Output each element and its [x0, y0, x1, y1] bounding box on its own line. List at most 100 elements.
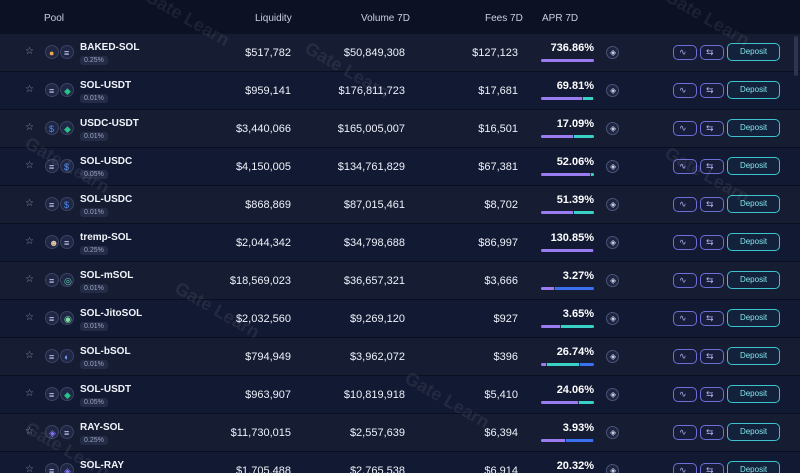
deposit-button[interactable]: Deposit	[727, 233, 780, 251]
liquidity-value: $2,032,560	[235, 313, 291, 325]
table-row[interactable]: ☆ ≡ ◈ SOL-RAY $1,705,488 $2,765,538 $6,914 20.3…	[0, 452, 800, 473]
table-row[interactable]: ☆ ≡ ◉ SOL-JitoSOL 0.01% $2,032,560 $9,269,120 $…	[0, 300, 800, 338]
deposit-button[interactable]: Deposit	[727, 195, 780, 213]
chart-icon: ∿	[679, 313, 687, 323]
favorite-star-icon[interactable]: ☆	[25, 84, 34, 95]
pool-name[interactable]: SOL-USDT	[80, 80, 132, 91]
chart-button[interactable]: ∿	[673, 387, 697, 402]
favorite-star-icon[interactable]: ☆	[25, 464, 34, 473]
reward-glyph: ◈	[610, 276, 617, 285]
table-row[interactable]: ☆ ● ≡ BAKED-SOL 0.25% $517,782 $50,849,308 $127…	[0, 34, 800, 72]
header-pool[interactable]: Pool	[44, 13, 65, 24]
chart-button[interactable]: ∿	[673, 235, 697, 250]
header-liquidity[interactable]: Liquidity	[255, 13, 292, 24]
swap-button[interactable]: ⇆	[700, 349, 724, 364]
chart-button[interactable]: ∿	[673, 121, 697, 136]
swap-button[interactable]: ⇆	[700, 273, 724, 288]
deposit-button[interactable]: Deposit	[727, 347, 780, 365]
swap-button[interactable]: ⇆	[700, 311, 724, 326]
swap-button[interactable]: ⇆	[700, 463, 724, 473]
fee-tier-badge: 0.05%	[80, 170, 108, 179]
fees-value: $16,501	[478, 123, 518, 135]
usdc-token-icon-glyph: $	[64, 162, 70, 172]
chart-button[interactable]: ∿	[673, 273, 697, 288]
chart-button[interactable]: ∿	[673, 425, 697, 440]
favorite-star-icon[interactable]: ☆	[25, 274, 34, 285]
favorite-star-icon[interactable]: ☆	[25, 426, 34, 437]
deposit-button[interactable]: Deposit	[727, 309, 780, 327]
scrollbar[interactable]	[794, 36, 798, 76]
deposit-button[interactable]: Deposit	[727, 385, 780, 403]
pool-name[interactable]: BAKED-SOL	[80, 42, 140, 53]
favorite-star-icon[interactable]: ☆	[25, 388, 34, 399]
swap-button[interactable]: ⇆	[700, 83, 724, 98]
liquidity-value: $959,141	[245, 85, 291, 97]
favorite-star-icon[interactable]: ☆	[25, 236, 34, 247]
swap-icon: ⇆	[706, 85, 714, 95]
pool-name[interactable]: SOL-USDC	[80, 156, 133, 167]
apr-breakdown-bar	[541, 363, 594, 366]
chart-button[interactable]: ∿	[673, 45, 697, 60]
reward-token-icon: ◈	[606, 274, 619, 287]
chart-icon: ∿	[679, 199, 687, 209]
swap-button[interactable]: ⇆	[700, 197, 724, 212]
deposit-button[interactable]: Deposit	[727, 43, 780, 61]
favorite-star-icon[interactable]: ☆	[25, 122, 34, 133]
favorite-star-icon[interactable]: ☆	[25, 46, 34, 57]
apr-bar-segment	[541, 135, 573, 138]
header-fees[interactable]: Fees 7D	[485, 13, 523, 24]
deposit-button[interactable]: Deposit	[727, 157, 780, 175]
deposit-button[interactable]: Deposit	[727, 119, 780, 137]
chart-icon: ∿	[679, 275, 687, 285]
pool-name[interactable]: USDC-USDT	[80, 118, 139, 129]
sol-token-icon: ≡	[60, 45, 74, 59]
chart-button[interactable]: ∿	[673, 463, 697, 473]
pool-name[interactable]: SOL-mSOL	[80, 270, 134, 281]
reward-token-icon: ◈	[606, 464, 619, 473]
chart-button[interactable]: ∿	[673, 159, 697, 174]
pool-name[interactable]: SOL-USDT	[80, 384, 132, 395]
deposit-button[interactable]: Deposit	[727, 271, 780, 289]
apr-bar-segment	[580, 363, 594, 366]
favorite-star-icon[interactable]: ☆	[25, 160, 34, 171]
chart-button[interactable]: ∿	[673, 197, 697, 212]
apr-bar-segment	[583, 97, 593, 100]
deposit-button[interactable]: Deposit	[727, 461, 780, 473]
table-row[interactable]: ☆ ≡ ◆ SOL-USDT 0.05% $963,907 $10,819,918 $5,41…	[0, 376, 800, 414]
pool-name[interactable]: SOL-bSOL	[80, 346, 131, 357]
fees-value: $8,702	[484, 199, 518, 211]
table-row[interactable]: ☆ $ ◆ USDC-USDT 0.01% $3,440,066 $165,005,007 $…	[0, 110, 800, 148]
swap-button[interactable]: ⇆	[700, 387, 724, 402]
sol-token-icon: ≡	[60, 235, 74, 249]
chart-button[interactable]: ∿	[673, 311, 697, 326]
header-apr[interactable]: APR 7D	[542, 13, 579, 24]
favorite-star-icon[interactable]: ☆	[25, 312, 34, 323]
pool-name[interactable]: SOL-USDC	[80, 194, 133, 205]
table-row[interactable]: ☆ ≡ ◐ SOL-bSOL 0.01% $794,949 $3,962,072 $396 26…	[0, 338, 800, 376]
chart-button[interactable]: ∿	[673, 83, 697, 98]
favorite-star-icon[interactable]: ☆	[25, 350, 34, 361]
swap-button[interactable]: ⇆	[700, 159, 724, 174]
pool-name[interactable]: SOL-JitoSOL	[80, 308, 143, 319]
pool-name[interactable]: RAY-SOL	[80, 422, 124, 433]
swap-button[interactable]: ⇆	[700, 45, 724, 60]
swap-button[interactable]: ⇆	[700, 235, 724, 250]
deposit-button[interactable]: Deposit	[727, 81, 780, 99]
pool-name[interactable]: SOL-RAY	[80, 460, 125, 471]
deposit-button[interactable]: Deposit	[727, 423, 780, 441]
chart-button[interactable]: ∿	[673, 349, 697, 364]
swap-button[interactable]: ⇆	[700, 425, 724, 440]
favorite-star-icon[interactable]: ☆	[25, 198, 34, 209]
apr-value: 52.06%	[556, 156, 594, 168]
pool-name[interactable]: tremp-SOL	[80, 232, 132, 243]
table-row[interactable]: ☆ ≡ $ SOL-USDC 0.01% $868,869 $87,015,461 $8,70…	[0, 186, 800, 224]
table-row[interactable]: ☆ ☻ ≡ tremp-SOL 0.25% $2,044,342 $34,798,688 $8…	[0, 224, 800, 262]
table-row[interactable]: ☆ ◈ ≡ RAY-SOL 0.25% $11,730,015 $2,557,639 $6,3…	[0, 414, 800, 452]
table-row[interactable]: ☆ ≡ $ SOL-USDC 0.05% $4,150,005 $134,761,829 $6…	[0, 148, 800, 186]
apr-breakdown-bar	[541, 401, 594, 404]
apr-value: 20.32%	[556, 460, 594, 472]
header-volume[interactable]: Volume 7D	[361, 13, 410, 24]
swap-button[interactable]: ⇆	[700, 121, 724, 136]
table-row[interactable]: ☆ ≡ ◆ SOL-USDT 0.01% $959,141 $176,811,723 $17,…	[0, 72, 800, 110]
table-row[interactable]: ☆ ≡ ◎ SOL-mSOL 0.01% $18,569,023 $36,657,321 $3…	[0, 262, 800, 300]
